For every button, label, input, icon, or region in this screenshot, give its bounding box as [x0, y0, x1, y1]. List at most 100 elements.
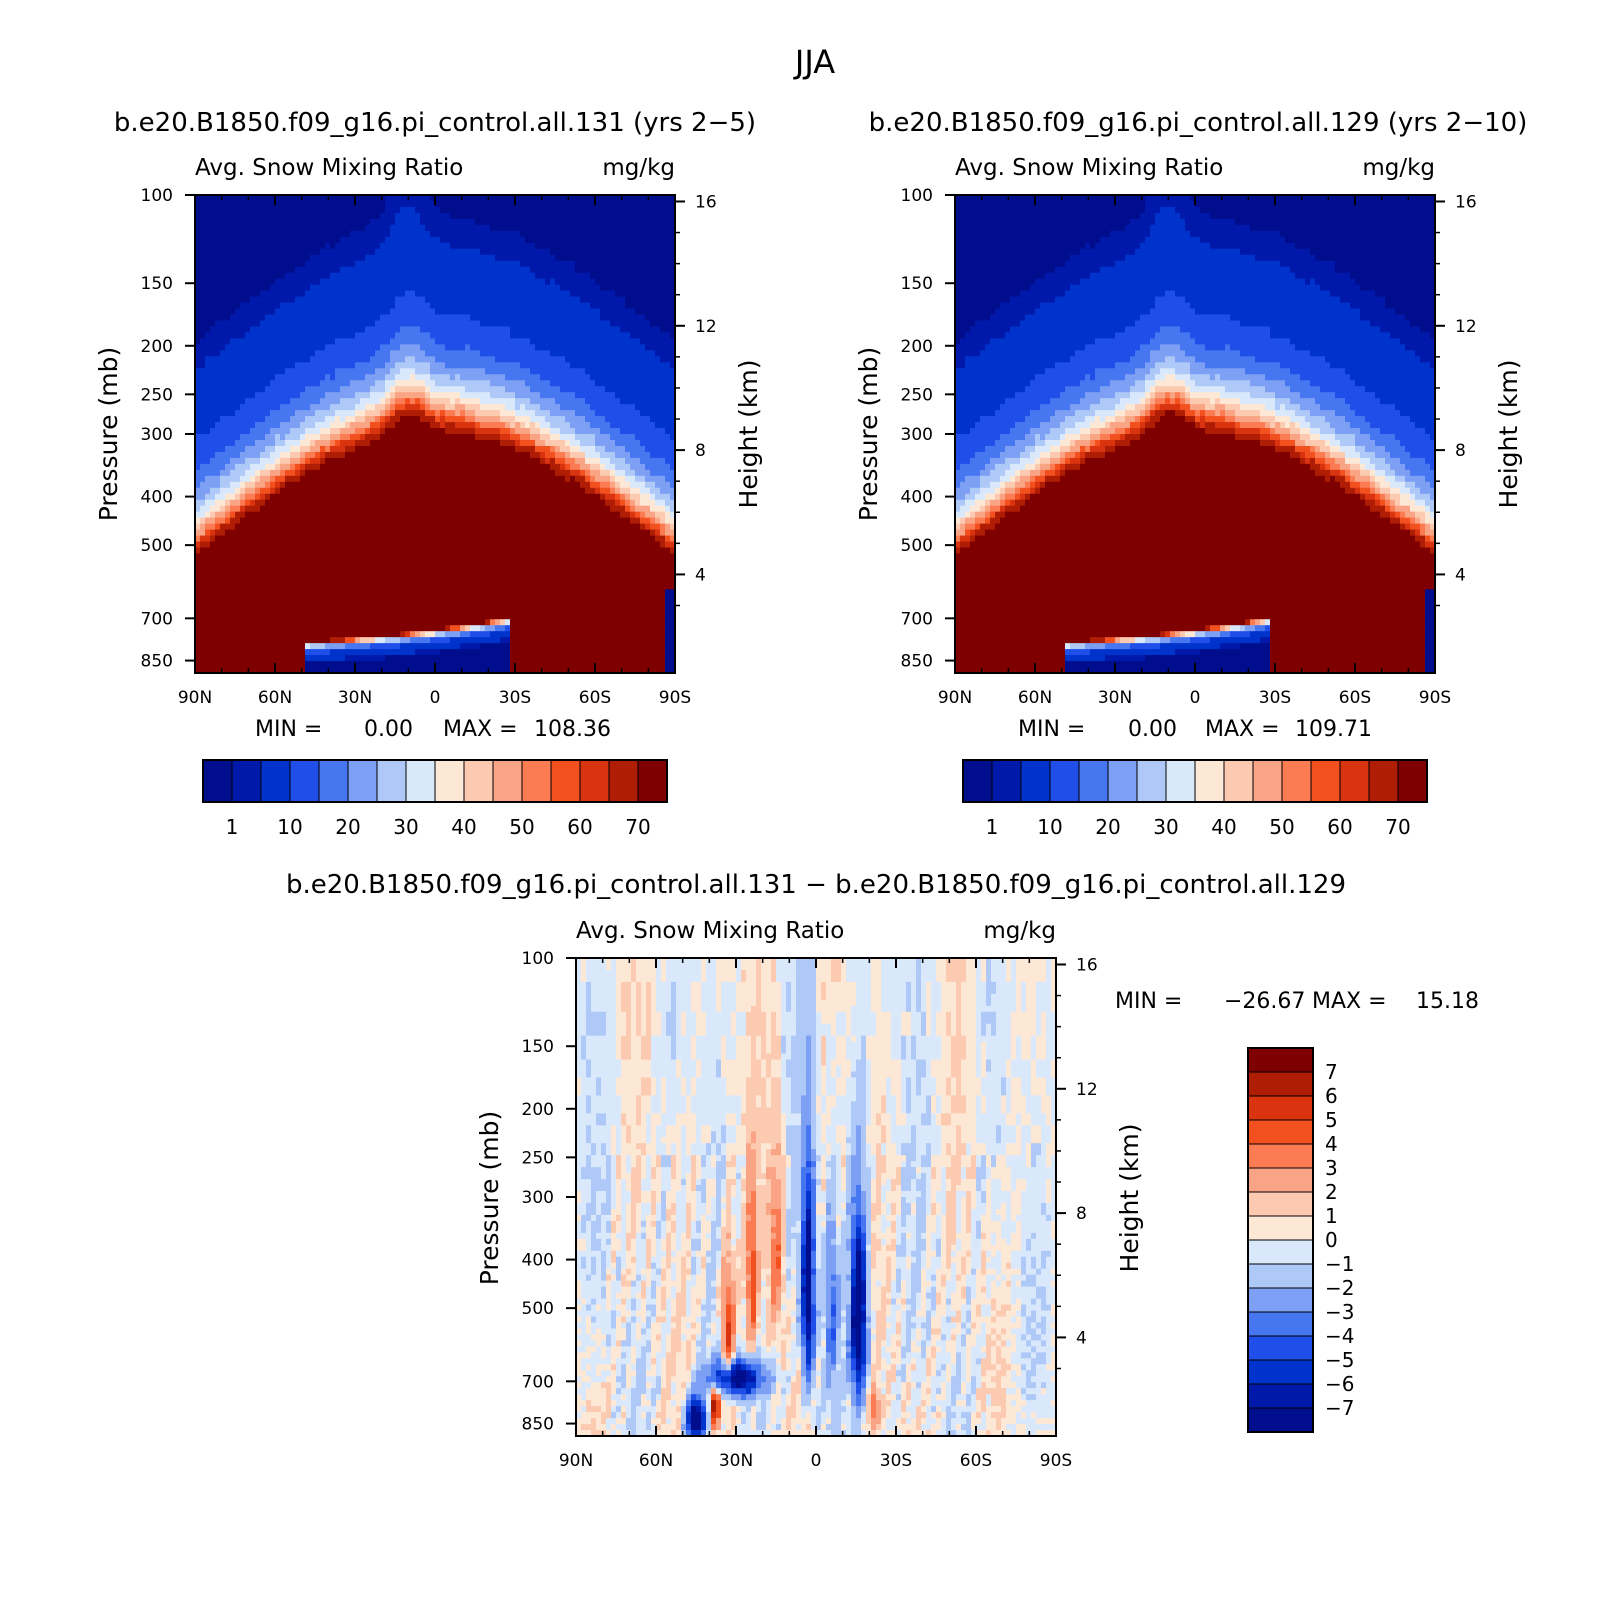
field-cell — [856, 1274, 862, 1282]
field-cell — [1025, 445, 1036, 453]
field-cell — [290, 428, 306, 435]
field-cell — [936, 1113, 942, 1120]
field-cell — [1350, 469, 1361, 477]
field-cell — [490, 224, 675, 232]
field-cell — [601, 1208, 612, 1216]
field-cell — [985, 499, 991, 507]
field-cell — [240, 499, 246, 507]
field-cell — [821, 1232, 827, 1240]
field-cell — [390, 338, 436, 345]
field-cell — [861, 1137, 867, 1144]
field-cell — [1041, 1011, 1047, 1019]
field-cell — [906, 1262, 912, 1270]
field-cell — [460, 631, 471, 638]
field-cell — [911, 1041, 917, 1049]
field-cell — [1080, 434, 1091, 441]
field-cell — [1185, 218, 1236, 226]
field-cell — [1006, 1119, 1017, 1126]
field-cell — [776, 1011, 782, 1019]
field-cell — [651, 1047, 672, 1055]
field-cell — [230, 338, 336, 345]
field-cell — [836, 1202, 842, 1210]
field-cell — [570, 469, 581, 477]
field-cell — [1235, 416, 1261, 423]
field-cell — [1225, 625, 1231, 632]
field-cell — [1135, 380, 1146, 387]
field-cell — [586, 1274, 592, 1282]
field-cell — [960, 505, 971, 513]
field-cell — [861, 1274, 867, 1282]
field-cell — [826, 1149, 832, 1156]
field-cell — [1350, 374, 1435, 381]
field-cell — [425, 386, 431, 393]
field-cell — [1250, 392, 1276, 399]
field-cell — [821, 1071, 827, 1079]
field-cell — [661, 1113, 677, 1120]
field-cell — [766, 1089, 772, 1097]
field-cell — [1160, 326, 1181, 334]
field-cell — [881, 1191, 887, 1198]
field-cell — [1240, 422, 1266, 429]
field-cell — [1105, 643, 1131, 650]
field-cell — [966, 1262, 972, 1270]
field-cell — [650, 505, 666, 513]
field-cell — [736, 1131, 747, 1138]
field-cell — [941, 1125, 957, 1132]
field-cell — [576, 1262, 582, 1270]
field-cell — [1046, 1262, 1056, 1270]
field-cell — [1065, 434, 1081, 441]
field-cell — [955, 290, 1021, 298]
field-cell — [731, 1226, 737, 1234]
field-cell — [901, 1274, 912, 1282]
field-cell — [951, 1059, 962, 1067]
field-cell — [996, 1250, 1002, 1258]
field-cell — [355, 404, 366, 411]
field-cell — [866, 1149, 872, 1156]
field-cell — [821, 993, 827, 1001]
field-cell — [911, 1250, 922, 1258]
field-cell — [1085, 392, 1116, 399]
field-cell — [981, 1191, 987, 1198]
field-cell — [726, 1220, 732, 1228]
field-cell — [385, 422, 396, 429]
field-cell — [911, 1202, 917, 1210]
field-cell — [280, 434, 286, 441]
field-cell — [961, 987, 977, 995]
field-cell — [911, 1262, 922, 1270]
field-cell — [861, 1268, 867, 1276]
field-cell — [741, 975, 747, 983]
field-cell — [886, 1191, 902, 1198]
field-cell — [255, 499, 266, 507]
field-cell — [970, 505, 981, 513]
field-cell — [1021, 1220, 1052, 1228]
field-cell — [1001, 1256, 1012, 1264]
field-cell — [871, 1083, 887, 1091]
field-cell — [320, 398, 341, 405]
field-cell — [195, 565, 675, 573]
field-cell — [981, 1197, 987, 1204]
y-tick-label: 100 — [901, 186, 933, 206]
field-cell — [811, 1244, 817, 1252]
field-cell — [616, 1143, 622, 1150]
field-cell — [871, 1059, 902, 1067]
field-cell — [1016, 1125, 1022, 1132]
field-cell — [781, 1065, 787, 1073]
field-cell — [736, 1214, 742, 1222]
field-cell — [871, 1119, 877, 1126]
field-cell — [1010, 428, 1031, 435]
field-cell — [500, 637, 511, 644]
field-cell — [535, 344, 646, 351]
field-cell — [1075, 422, 1091, 429]
field-cell — [596, 1119, 607, 1126]
field-cell — [1330, 463, 1341, 471]
field-cell — [651, 1256, 662, 1264]
field-cell — [811, 1238, 817, 1246]
field-cell — [985, 505, 991, 513]
field-cell — [620, 499, 626, 507]
field-cell — [440, 236, 526, 244]
field-cell — [1040, 463, 1051, 471]
field-cell — [766, 1274, 772, 1282]
field-cell — [816, 1208, 827, 1216]
field-cell — [640, 338, 675, 345]
field-cell — [1046, 1191, 1052, 1198]
